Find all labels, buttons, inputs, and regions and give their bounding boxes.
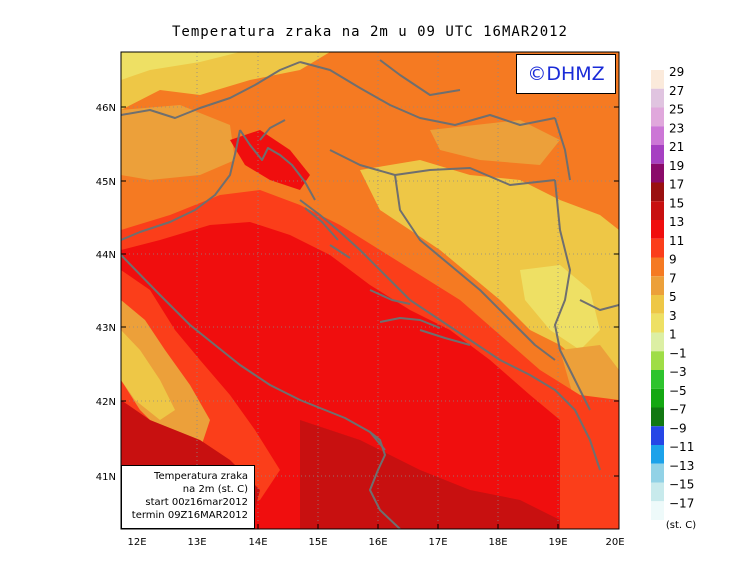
lon-label-17e: 17E [428,537,447,548]
colorbar-label: 27 [669,84,684,98]
lat-label-42n: 42N [96,397,116,408]
colorbar-swatch [651,407,664,427]
colorbar-label: 7 [669,271,677,285]
colorbar-swatch [651,313,664,333]
lat-label-46n: 46N [96,103,116,114]
lon-label-20e: 20E [605,537,624,548]
colorbar-swatch [651,238,664,258]
lat-label-45n: 45N [96,177,116,188]
colorbar-swatch [651,351,664,370]
colorbar-label: 19 [669,159,684,173]
info-box: Temperatura zraka na 2m (st. C) start 00… [121,465,255,529]
info-line-start: start 00z16mar2012 [145,497,248,508]
colorbar-swatch [651,370,664,389]
colorbar-swatch [651,201,664,220]
colorbar-label: −13 [669,459,694,473]
map-title: Temperatura zraka na 2m u 09 UTC 16MAR20… [171,24,568,40]
apennines-zone [121,300,210,450]
colorbar-label: −7 [669,403,687,417]
colorbar-label: −11 [669,440,694,454]
colorbar-swatch [651,482,664,502]
colorbar-label: 1 [669,328,677,342]
colorbar-label: −1 [669,346,687,360]
colorbar-label: 25 [669,103,684,117]
colorbar-swatch [651,182,664,202]
po-plain-zone [121,105,235,180]
map-frame [120,51,620,530]
colorbar-label: 13 [669,215,684,229]
lon-label-15e: 15E [308,537,327,548]
colorbar-swatch [651,501,664,520]
colorbar-swatch [651,332,664,352]
colorbar-label: −15 [669,478,694,492]
colorbar-swatch [651,388,664,408]
dinaric-peaks-zone [520,265,600,350]
alps-peaks-zone [121,52,240,80]
lat-label-41n: 41N [96,472,116,483]
lon-label-16e: 16E [368,537,387,548]
colorbar-label: 15 [669,196,684,210]
coastlines [121,59,619,529]
colorbar-label: 21 [669,140,684,154]
colorbar-swatch [651,88,664,108]
lon-label-14e: 14E [248,537,267,548]
colorbar-swatch [651,426,664,445]
lon-label-12e: 12E [127,537,146,548]
colorbar-swatch [651,126,664,145]
colorbar-swatch [651,107,664,127]
dhmz-logo: ©DHMZ [516,54,616,94]
colorbar-label: 29 [669,65,684,79]
colorbar-swatch [651,257,664,277]
apennines-peaks-zone [121,330,175,420]
colorbar-label: 17 [669,178,684,192]
colorbar-swatch [651,276,664,295]
colorbar-label: −9 [669,421,687,435]
colorbar-unit: (st. C) [666,520,696,531]
colorbar-label: −3 [669,365,687,379]
info-line-title: Temperatura zraka [154,471,248,482]
colorbar-swatch [651,445,664,464]
temperature-field [121,52,619,529]
colorbar-label: 23 [669,121,684,135]
colorbar-label: −5 [669,384,687,398]
colorbar-label: 3 [669,309,677,323]
colorbar-swatch [651,220,664,239]
colorbar-swatch [651,295,664,314]
colorbar: 29 27 25 23 21 19 17 15 13 11 9 7 5 3 1 −1 −3 −5 −7 −9 −11 −1… [651,65,694,520]
info-line-termin: termin 09Z16MAR2012 [131,510,248,521]
colorbar-label: 11 [669,234,684,248]
colorbar-label: 9 [669,253,677,267]
colorbar-swatch [651,163,664,183]
graticule [121,52,619,529]
colorbar-label: −17 [669,496,694,510]
lat-label-44n: 44N [96,250,116,261]
lon-label-13e: 13E [187,537,206,548]
colorbar-swatch [651,463,664,483]
info-line-units: na 2m (st. C) [182,484,248,495]
lat-label-43n: 43N [96,323,116,334]
colorbar-label: 5 [669,290,677,304]
lon-label-19e: 19E [548,537,567,548]
alps-zone [121,52,330,110]
warm-sea-zone [300,420,560,529]
colorbar-swatch [651,145,664,164]
pannonian-hills-zone [430,120,560,165]
lon-label-18e: 18E [488,537,507,548]
colorbar-swatch [651,70,664,89]
